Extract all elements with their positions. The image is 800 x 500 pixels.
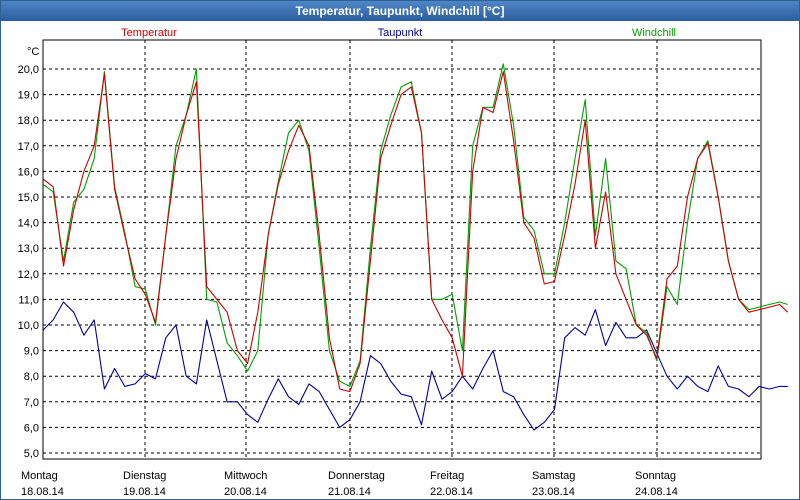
x-tick-date: 24.08.14 [635, 486, 678, 498]
y-tick-label: 5,0 [24, 448, 39, 460]
x-tick-weekday: Sonntag [635, 470, 676, 482]
legend-temperature: Temperatur [121, 27, 177, 39]
y-tick-label: 6,0 [24, 422, 39, 434]
y-tick-label: 12,0 [18, 269, 39, 281]
y-tick-label: 19,0 [18, 90, 39, 102]
x-tick-weekday: Mittwoch [224, 470, 267, 482]
x-tick-date: 23.08.14 [532, 486, 575, 498]
y-tick-label: 18,0 [18, 115, 39, 127]
y-tick-label: 15,0 [18, 192, 39, 204]
dewpoint-line [42, 301, 788, 431]
y-tick-label: 13,0 [18, 243, 39, 255]
temperature-line [42, 71, 789, 393]
y-tick-label: 9,0 [24, 346, 39, 358]
y-tick-label: 8,0 [24, 371, 39, 383]
legend-dewpoint: Taupunkt [378, 27, 423, 39]
x-tick-date: 22.08.14 [430, 486, 473, 498]
y-tick-label: 11,0 [18, 294, 39, 306]
legend-windchill: Windchill [632, 27, 676, 39]
x-tick-date: 18.08.14 [21, 486, 64, 498]
y-tick-label: 16,0 [18, 166, 39, 178]
y-tick-label: 7,0 [24, 397, 39, 409]
y-axis-label: °C [27, 46, 39, 58]
y-tick-label: 10,0 [18, 320, 39, 332]
windchill-line [42, 63, 788, 387]
x-tick-weekday: Dienstag [123, 470, 166, 482]
x-tick-weekday: Samstag [532, 470, 575, 482]
plot-frame [42, 39, 762, 460]
x-tick-date: 21.08.14 [328, 486, 371, 498]
x-tick-weekday: Donnerstag [328, 470, 385, 482]
x-tick-weekday: Montag [21, 470, 58, 482]
window-title: Temperatur, Taupunkt, Windchill [°C] [1, 1, 799, 21]
y-tick-label: 17,0 [18, 141, 39, 153]
y-tick-label: 20,0 [18, 64, 39, 76]
y-tick-label: 14,0 [18, 218, 39, 230]
x-tick-date: 20.08.14 [224, 486, 267, 498]
x-tick-date: 19.08.14 [123, 486, 166, 498]
x-tick-weekday: Freitag [430, 470, 464, 482]
weather-chart: 5,0 6,0 7,0 8,0 9,0 10,0 11,0 12,0 13,0 14,0 15,0 1… [18, 27, 789, 498]
